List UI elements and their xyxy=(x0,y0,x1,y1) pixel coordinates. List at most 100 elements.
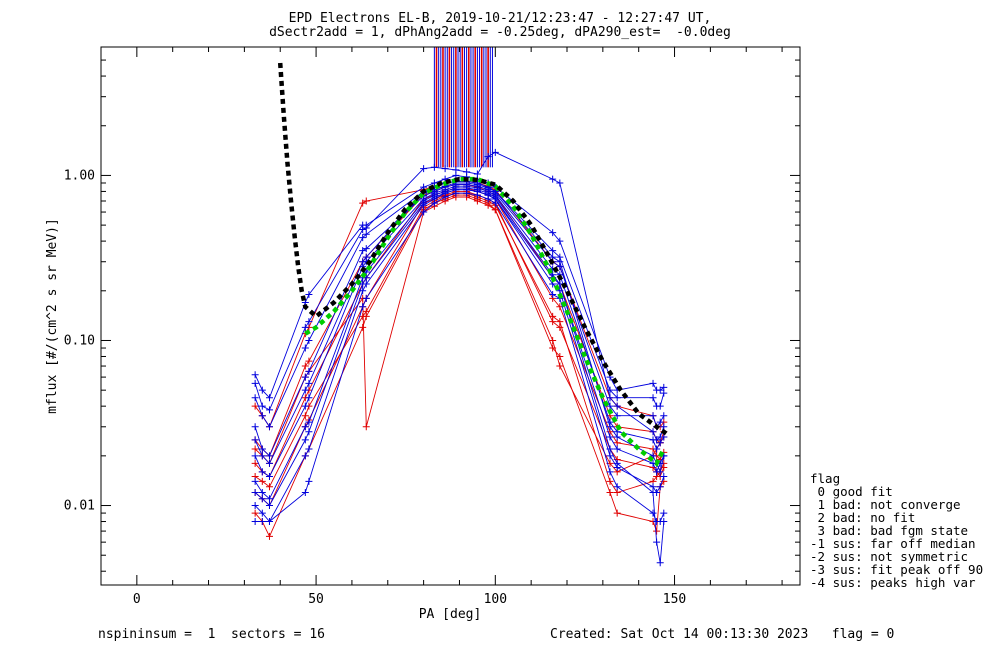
data-point xyxy=(265,518,273,526)
data-point xyxy=(251,445,259,453)
data-point xyxy=(251,459,259,467)
data-point xyxy=(251,402,259,410)
footer-created-info: Created: Sat Oct 14 00:13:30 2023 flag =… xyxy=(550,627,895,642)
data-point xyxy=(473,170,481,178)
data-point xyxy=(463,186,471,194)
data-point xyxy=(549,247,557,255)
data-point xyxy=(362,423,370,431)
data-point xyxy=(305,357,313,365)
data-point xyxy=(305,336,313,344)
data-point xyxy=(258,412,266,420)
data-point xyxy=(265,452,273,460)
data-point xyxy=(258,518,266,526)
data-point xyxy=(301,362,309,370)
legend-item: -1 sus: far off median xyxy=(810,536,976,551)
data-point xyxy=(613,459,621,467)
data-point xyxy=(265,423,273,431)
data-point xyxy=(649,412,657,420)
data-point xyxy=(258,495,266,503)
data-point xyxy=(463,168,471,176)
data-point xyxy=(265,406,273,414)
x-axis-label: PA [deg] xyxy=(419,607,482,622)
data-point xyxy=(359,226,367,234)
model-fit-curve xyxy=(277,62,669,437)
data-point xyxy=(251,379,259,387)
data-point xyxy=(420,199,428,207)
data-point xyxy=(305,418,313,426)
data-point xyxy=(556,258,564,266)
data-point xyxy=(649,428,657,436)
data-point xyxy=(251,502,259,510)
data-point xyxy=(491,195,499,203)
chart-title: EPD Electrons EL-B, 2019-10-21/12:23:47 … xyxy=(288,11,712,26)
data-point xyxy=(656,483,664,491)
y-axis-label: mflux [#/(cm^2 s sr MeV)] xyxy=(45,218,60,414)
legend-item: -3 sus: fit peak off 90 xyxy=(810,562,984,577)
data-point xyxy=(653,538,661,546)
data-point xyxy=(258,452,266,460)
data-series-line xyxy=(254,187,665,478)
data-point xyxy=(251,477,259,485)
data-point xyxy=(301,412,309,420)
data-point xyxy=(441,189,449,197)
data-series-line xyxy=(254,180,665,428)
data-point xyxy=(556,318,564,326)
data-point xyxy=(613,412,621,420)
data-point xyxy=(606,433,614,441)
data-point xyxy=(430,199,438,207)
data-point xyxy=(656,402,664,410)
legend-item: -2 sus: not symmetric xyxy=(810,549,969,564)
data-point xyxy=(301,344,309,352)
data-point xyxy=(656,386,664,394)
data-point xyxy=(359,258,367,266)
data-point xyxy=(473,187,481,195)
data-point xyxy=(556,237,564,245)
chart-subtitle: dSectr2add = 1, dPhAng2add = -0.25deg, d… xyxy=(269,25,731,40)
data-point xyxy=(305,477,313,485)
data-point xyxy=(251,509,259,517)
data-series-line xyxy=(254,187,665,500)
data-point xyxy=(420,208,428,216)
data-point xyxy=(660,509,668,517)
legend-item: 3 bad: bad fgm state xyxy=(810,523,969,538)
data-point xyxy=(305,428,313,436)
data-point xyxy=(649,394,657,402)
data-point xyxy=(265,532,273,540)
data-point xyxy=(258,488,266,496)
data-point xyxy=(653,436,661,444)
data-point xyxy=(251,371,259,379)
data-point xyxy=(613,445,621,453)
data-point xyxy=(613,483,621,491)
data-point xyxy=(258,477,266,485)
data-point xyxy=(606,468,614,476)
data-point xyxy=(549,312,557,320)
data-point xyxy=(258,445,266,453)
data-point xyxy=(265,394,273,402)
data-point xyxy=(265,472,273,480)
x-tick-label: 100 xyxy=(484,592,507,607)
data-point xyxy=(653,527,661,535)
data-point xyxy=(301,323,309,331)
data-point xyxy=(606,477,614,485)
data-point xyxy=(649,488,657,496)
data-point xyxy=(653,445,661,453)
data-point xyxy=(656,559,664,567)
plot-frame xyxy=(100,46,801,586)
data-point xyxy=(656,468,664,476)
legend-item: 0 good fit xyxy=(810,484,893,499)
data-point xyxy=(660,518,668,526)
data-point xyxy=(606,394,614,402)
data-point xyxy=(301,452,309,460)
data-point xyxy=(484,153,492,161)
y-tick-label: 1.00 xyxy=(64,168,95,183)
footer-spin-info: nspininsum = 1 sectors = 16 xyxy=(98,627,325,642)
data-point xyxy=(362,253,370,261)
data-point xyxy=(656,433,664,441)
data-point xyxy=(359,199,367,207)
legend-item: 2 bad: no fit xyxy=(810,510,916,525)
data-point xyxy=(305,394,313,402)
data-point xyxy=(305,445,313,453)
x-tick-label: 0 xyxy=(133,592,141,607)
data-point xyxy=(251,423,259,431)
data-point xyxy=(305,367,313,375)
